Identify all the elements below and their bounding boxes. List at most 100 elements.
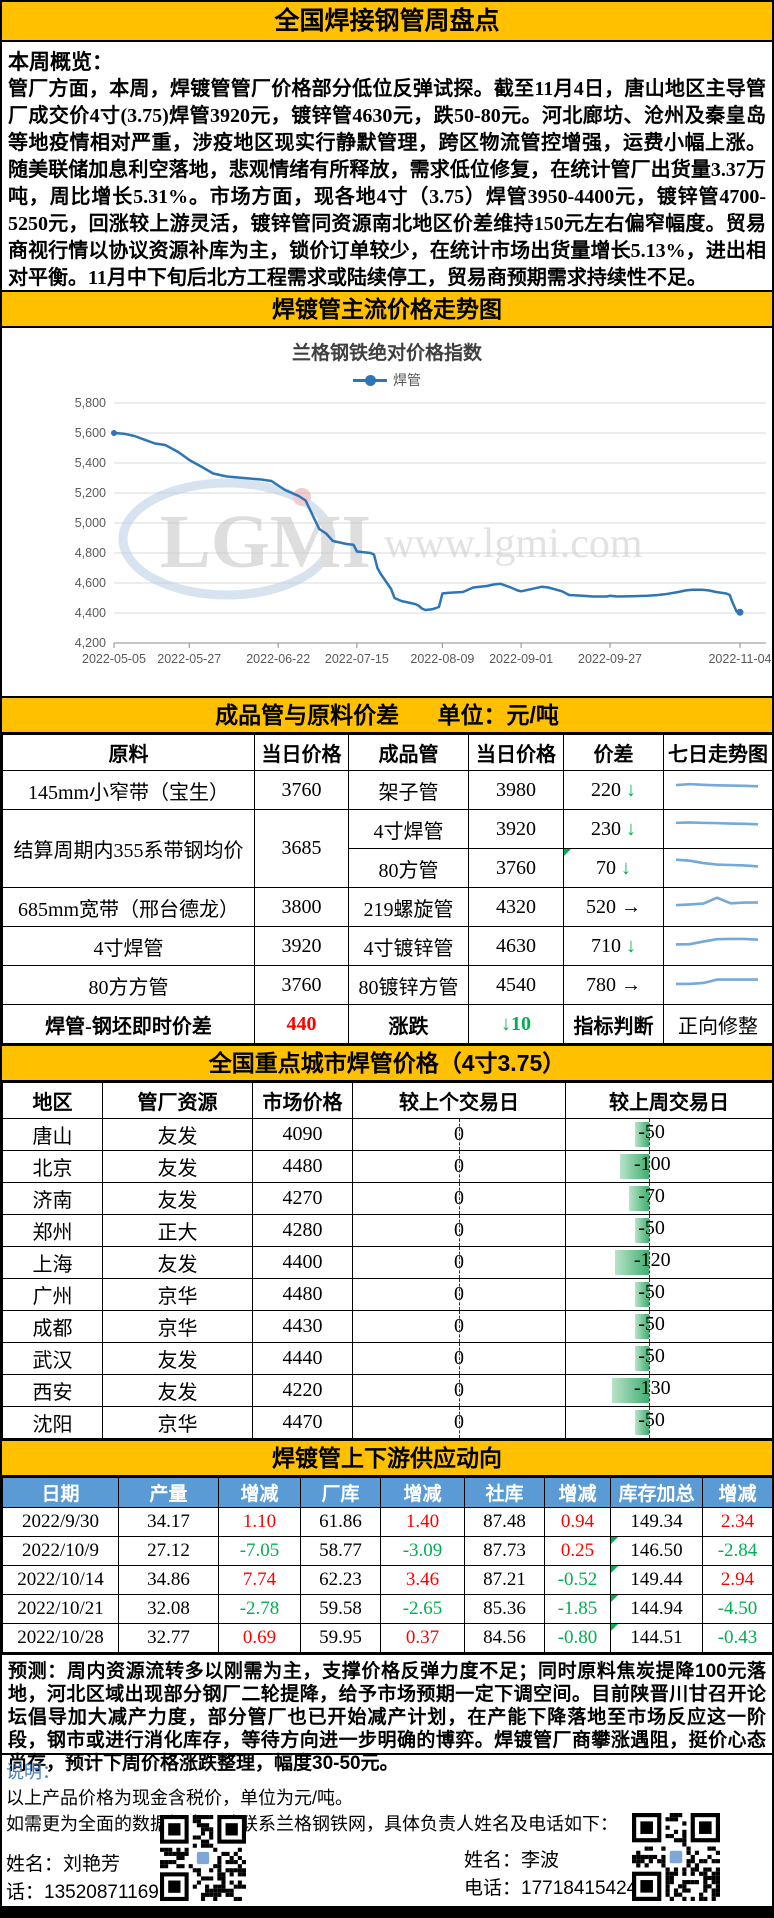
market-price: 4470 [252,1406,353,1439]
supply-cell: 2022/10/28 [2,1623,119,1653]
material-name: 685mm宽带（邢台德龙） [2,887,255,927]
day-change: 0 [352,1246,566,1279]
supply-cell: 61.86 [300,1507,381,1537]
day-change: 0 [352,1406,566,1439]
city-name: 沈阳 [2,1406,103,1439]
spread-col-2: 成品管 [348,734,469,771]
supply-cell: 149.44 [610,1565,703,1595]
supply-cell: 59.95 [300,1623,381,1653]
supply-row-4: 2022/10/28 32.77 0.69 59.95 0.37 84.56 -0.80 14… [2,1623,773,1653]
contact-left-phone: 话：13520871169 [6,1882,159,1903]
week-change: -50 [565,1406,773,1439]
supply-row-1: 2022/10/9 27.12 -7.05 58.77 -3.09 87.73 0.25 14… [2,1536,773,1566]
supply-cell: 146.50 [610,1536,703,1566]
supply-col-6: 增减 [544,1477,611,1508]
supply-col-7: 库存加总 [610,1477,703,1508]
svg-text:2022-08-09: 2022-08-09 [410,652,474,666]
svg-text:2022-05-27: 2022-05-27 [157,652,221,666]
svg-text:2022-05-05: 2022-05-05 [82,652,146,666]
week-change: -50 [565,1310,773,1343]
mill-source: 正大 [102,1214,253,1247]
product-name: 80方管 [348,848,469,888]
legend-label: 焊管 [393,372,421,388]
svg-text:5,200: 5,200 [75,486,106,500]
mill-source: 友发 [102,1342,253,1375]
supply-row-3: 2022/10/21 32.08 -2.78 59.58 -2.65 85.36 -1.85… [2,1594,773,1624]
spread-col-5: 七日走势图 [663,734,773,771]
city-name: 成都 [2,1310,103,1343]
material-price: 3760 [254,965,349,1005]
chart-title: 兰格钢铁绝对价格指数 [291,343,482,364]
spread-footer-row: 焊管-钢坯即时价差 440 涨跌 ↓10 指标判断 正向修整 [2,1004,773,1044]
supply-cell: 87.21 [464,1565,545,1595]
supply-cell: 144.94 [610,1594,703,1624]
supply-row-2: 2022/10/14 34.86 7.74 62.23 3.46 87.21 -0.52 14… [2,1565,773,1595]
city-col-2: 市场价格 [252,1082,353,1119]
city-row-4: 上海 友发 4400 0 -120 [2,1246,773,1279]
supply-cell: 3.46 [380,1565,465,1595]
line-chart-canvas: 4,200 4,400 4,600 4,800 5,000 5,200 5,400 5,600… [75,396,772,666]
seven-day-sparkline [663,770,773,810]
market-price: 4090 [252,1118,353,1151]
svg-text:2022-11-04: 2022-11-04 [708,652,771,666]
supply-cell: 0.25 [544,1536,611,1566]
overview-heading: 本周概览： [8,50,113,74]
supply-cell: 2.34 [702,1507,773,1537]
product-name: 80镀锌方管 [348,965,469,1005]
city-name: 西安 [2,1374,103,1407]
city-name: 武汉 [2,1342,103,1375]
city-col-1: 管厂资源 [102,1082,253,1119]
price-trend-chart: 兰格钢铁绝对价格指数 焊管 4,200 4,400 4,600 4,800 5,000 5… [2,328,772,696]
chart-section-header: 焊镀管主流价格走势图 [2,290,772,328]
supply-cell: -1.85 [544,1594,611,1624]
price-spread: 220 ↓ [563,770,664,810]
seven-day-sparkline [663,809,773,849]
supply-cell: 62.23 [300,1565,381,1595]
svg-text:2022-06-22: 2022-06-22 [246,652,310,666]
supply-col-5: 社库 [464,1477,545,1508]
city-row-0: 唐山 友发 4090 0 -50 [2,1118,773,1151]
city-name: 济南 [2,1182,103,1215]
supply-cell: 32.08 [118,1594,219,1624]
market-price: 4430 [252,1310,353,1343]
city-row-5: 广州 京华 4480 0 -50 [2,1278,773,1311]
legend-marker-icon [353,374,387,386]
day-change: 0 [352,1182,566,1215]
week-change: -50 [565,1118,773,1151]
bottom-border-bar [2,1906,772,1916]
city-row-3: 郑州 正大 4280 0 -50 [2,1214,773,1247]
seven-day-sparkline [663,887,773,927]
spread-col-0: 原料 [2,734,255,771]
supply-cell: 2022/10/9 [2,1536,119,1566]
product-price: 3920 [468,809,564,849]
notes-footer-section: 说明： 以上产品价格为现金含税价，单位为元/吨。 如需更为全面的数据报告，请联系… [2,1753,772,1906]
market-price: 4220 [252,1374,353,1407]
market-price: 4270 [252,1182,353,1215]
city-name: 郑州 [2,1214,103,1247]
supply-cell: 2.94 [702,1565,773,1595]
supply-cell: 85.36 [464,1594,545,1624]
week-change: -120 [565,1246,773,1279]
judge-label: 指标判断 [563,1004,664,1044]
svg-text:4,400: 4,400 [75,606,106,620]
supply-col-3: 厂库 [300,1477,381,1508]
city-row-9: 沈阳 京华 4470 0 -50 [2,1406,773,1439]
judge-value: 正向修整 [663,1004,773,1044]
svg-text:2022-07-15: 2022-07-15 [325,652,389,666]
market-price: 4280 [252,1214,353,1247]
city-row-1: 北京 友发 4480 0 -100 [2,1150,773,1183]
spread-table: 原料 当日价格 成品管 当日价格 价差 七日走势图 145mm小窄带（宝生） 3760 架子管… [2,734,773,1044]
supply-table: 日期 产量 增减 厂库 增减 社库 增减 库存加总 增减 2022/9/30 34.17 1.10 6… [2,1477,773,1653]
change-value: ↓10 [468,1004,564,1044]
supply-col-1: 产量 [118,1477,219,1508]
material-name: 80方方管 [2,965,255,1005]
qr-code-left [160,1815,246,1901]
supply-cell: -3.09 [380,1536,465,1566]
city-table-header: 全国重点城市焊管价格（4寸3.75） [2,1044,772,1082]
product-name: 4寸焊管 [348,809,469,849]
week-change: -70 [565,1182,773,1215]
spread-table-header: 成品管与原料价差 单位：元/吨 [2,696,772,734]
supply-cell: 59.58 [300,1594,381,1624]
material-price: 3800 [254,887,349,927]
supply-col-4: 增减 [380,1477,465,1508]
